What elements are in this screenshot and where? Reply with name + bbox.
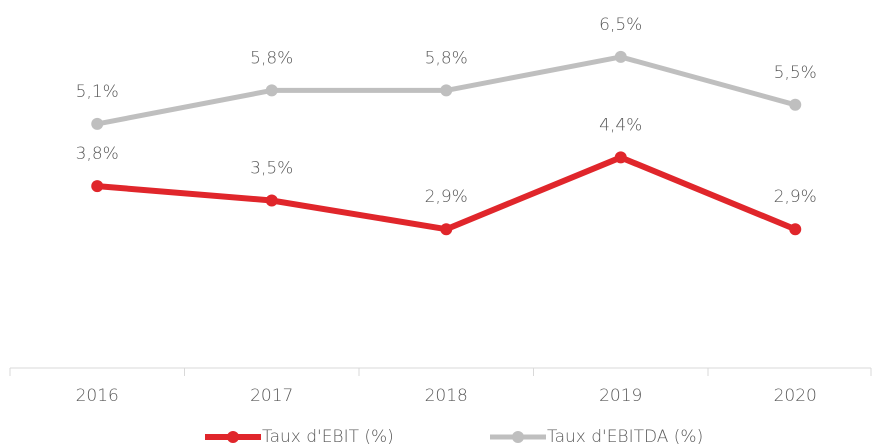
x-tick-label: 2016: [76, 386, 119, 406]
data-label: 3,8%: [76, 144, 119, 164]
data-label: 6,5%: [599, 15, 642, 35]
marker: [265, 194, 278, 207]
x-tick-label: 2020: [774, 386, 817, 406]
data-label: 5,8%: [250, 48, 293, 68]
marker: [440, 84, 453, 97]
x-tick-label: 2018: [425, 386, 468, 406]
marker: [789, 223, 802, 236]
legend-marker: [227, 431, 239, 443]
data-label: 4,4%: [599, 115, 642, 135]
x-tick-label: 2019: [599, 386, 642, 406]
marker: [789, 98, 802, 111]
data-label: 5,8%: [425, 48, 468, 68]
data-label: 2,9%: [774, 187, 817, 207]
legend-label: Taux d'EBIT (%): [262, 427, 394, 445]
legend-label: Taux d'EBITDA (%): [547, 427, 703, 445]
marker: [91, 117, 104, 130]
marker: [91, 180, 104, 193]
marker: [614, 50, 627, 63]
marker: [614, 151, 627, 164]
data-label: 5,1%: [76, 82, 119, 102]
legend-marker: [512, 431, 524, 443]
data-label: 5,5%: [774, 63, 817, 83]
x-tick-label: 2017: [250, 386, 293, 406]
data-label: 3,5%: [250, 159, 293, 179]
marker: [265, 84, 278, 97]
data-label: 2,9%: [425, 187, 468, 207]
marker: [440, 223, 453, 236]
